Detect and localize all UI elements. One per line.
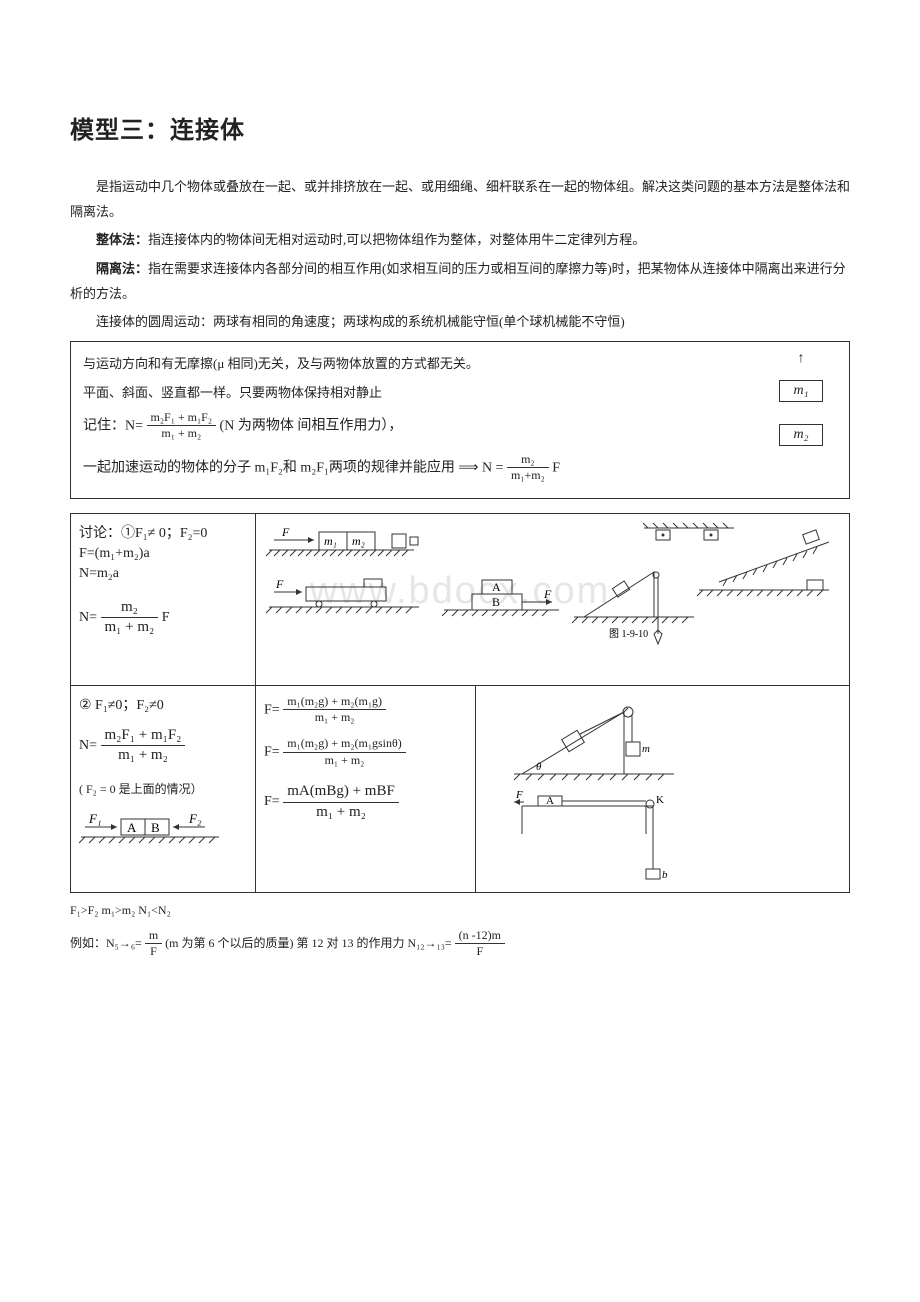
svg-text:F₂: F₂	[188, 811, 202, 826]
svg-text:B: B	[151, 820, 160, 835]
page-content: 模型三：连接体 是指运动中几个物体或叠放在一起、或并排挤放在一起、或用细绳、细杆…	[70, 0, 850, 960]
cases-table: 讨论：①F₁≠ 0；F₂=0 F=(m₁+m₂)a N=m₂a N= m₂ m₁…	[70, 513, 850, 893]
box-l4-num: m₂	[507, 452, 549, 469]
case2-n-den: m₁ + m₂	[101, 746, 186, 766]
iso-text-1: 指在需要求连接体内各部分间的相互作用(如求相互间的压力或相互间的摩擦力等)时，把…	[70, 261, 846, 301]
footer2-den: F	[145, 944, 162, 960]
case1-c-pre: N=	[79, 610, 97, 625]
case1-eq-c: N= m₂ m₁ + m₂ F	[79, 598, 247, 638]
case2-mid: F= m₁(m₂g) + m₂(m₁g) m₁ + m₂ F= m₁(m₂g) …	[256, 685, 476, 892]
box-l3-post: (N 为两物体 间相互作用力），	[220, 418, 403, 433]
mid-f1-num: m₁(m₂g) + m₂(m₁g)	[283, 694, 386, 711]
svg-text:F: F	[543, 587, 552, 601]
case1-c-num: m₂	[101, 598, 159, 619]
svg-text:F₁: F₁	[88, 811, 101, 826]
case1-c-den: m₁ + m₂	[101, 618, 159, 638]
box-l3-den: m₁ + m₂	[147, 426, 217, 442]
diagram-area-1: F m₁ m₂	[264, 522, 841, 677]
mid-f1-den: m₁ + m₂	[283, 710, 386, 726]
box-l4-post: F	[552, 460, 560, 475]
box-l3-num: m₂F₁ + m₁F₂	[147, 410, 217, 427]
footer2-num2: (n -12)m	[455, 928, 505, 945]
svg-text:m₂: m₂	[352, 534, 365, 548]
circular-motion: 连接体的圆周运动：两球有相同的角速度；两球构成的系统机械能守恒(单个球机械能不守…	[70, 310, 850, 335]
footer2-a: 例如：N₅→₆=	[70, 936, 145, 950]
box-line-2: 平面、斜面、竖直都一样。只要两物体保持相对静止	[83, 381, 837, 406]
intro-paragraph: 是指运动中几个物体或叠放在一起、或并排挤放在一起、或用细绳、细杆联系在一起的物体…	[70, 175, 850, 224]
mass-stack-diagram: ↑ m₁ m₂	[771, 354, 831, 446]
box-l3-pre: 记住：N=	[83, 418, 147, 433]
svg-text:m: m	[642, 743, 650, 755]
svg-text:F: F	[275, 577, 284, 591]
mid-f3-num: mA(mBg) + mBF	[283, 782, 399, 803]
case2-N: N= m₂F₁ + m₁F₂ m₁ + m₂	[79, 726, 247, 766]
footer-1: F₁>F₂ m₁>m₂ N₁<N₂	[70, 899, 850, 922]
m2-box: m₂	[779, 424, 823, 446]
footer-2: 例如：N₅→₆= m F (m 为第 6 个以后的质量) 第 12 对 13 的…	[70, 928, 850, 960]
whole-text: 指连接体内的物体间无相对运动时,可以把物体组作为整体，对整体用牛二定律列方程。	[148, 232, 645, 247]
page-title: 模型三：连接体	[70, 110, 850, 145]
diagrams-svg-2: m θ F A	[484, 694, 824, 884]
case1-left: 讨论：①F₁≠ 0；F₂=0 F=(m₁+m₂)a N=m₂a N= m₂ m₁…	[71, 513, 256, 685]
case1-c-post: F	[162, 610, 170, 625]
svg-text:A: A	[492, 580, 501, 594]
case2-right: m θ F A	[476, 685, 850, 892]
mid-f2: F= m₁(m₂g) + m₂(m₁gsinθ) m₁ + m₂	[264, 736, 467, 768]
footer2-den2: F	[455, 944, 505, 960]
ab-diagram: F₁ A B F₂	[79, 811, 247, 856]
box-line-3: 记住：N= m₂F₁ + m₁F₂ m₁ + m₂ (N 为两物体 间相互作用力…	[83, 410, 837, 442]
svg-text:θ: θ	[536, 761, 542, 773]
svg-text:B: B	[492, 595, 500, 609]
case2-head: ② F₁≠0；F₂≠0	[79, 694, 247, 714]
isolation-method: 隔离法：指在需要求连接体内各部分间的相互作用(如求相互间的压力或相互间的摩擦力等…	[70, 257, 850, 306]
case2-n-num: m₂F₁ + m₁F₂	[101, 726, 186, 747]
svg-text:F: F	[515, 789, 523, 801]
footer2-num: m	[145, 928, 162, 945]
svg-text:b: b	[662, 869, 668, 881]
case2-n-pre: N=	[79, 738, 97, 753]
case1-diagrams: F m₁ m₂	[256, 513, 850, 685]
svg-text:A: A	[127, 820, 137, 835]
mid-f3-den: m₁ + m₂	[283, 803, 399, 823]
table-row: 讨论：①F₁≠ 0；F₂=0 F=(m₁+m₂)a N=m₂a N= m₂ m₁…	[71, 513, 850, 685]
table-row: ② F₁≠0；F₂≠0 N= m₂F₁ + m₁F₂ m₁ + m₂ ( F₂ …	[71, 685, 850, 892]
box-line-4: 一起加速运动的物体的分子 m₁F₂和 m₂F₁两项的规律并能应用 ⟹ N = m…	[83, 452, 837, 484]
svg-text:m₁: m₁	[324, 534, 337, 548]
case2-note: ( F₂ = 0 是上面的情况）	[79, 780, 247, 797]
whole-method: 整体法：指连接体内的物体间无相对运动时,可以把物体组作为整体，对整体用牛二定律列…	[70, 228, 850, 253]
mid-f2-den: m₁ + m₂	[283, 753, 406, 769]
box-line-1: 与运动方向和有无摩擦(μ 相同)无关，及与两物体放置的方式都无关。	[83, 352, 837, 377]
mid-f2-pre: F=	[264, 744, 280, 759]
mid-f1: F= m₁(m₂g) + m₂(m₁g) m₁ + m₂	[264, 694, 467, 726]
case2-left: ② F₁≠0；F₂≠0 N= m₂F₁ + m₁F₂ m₁ + m₂ ( F₂ …	[71, 685, 256, 892]
svg-text:A: A	[546, 795, 554, 807]
case1-eq-a: F=(m₁+m₂)a	[79, 546, 247, 562]
diagrams-svg-1: F m₁ m₂	[264, 522, 834, 677]
mid-f3-pre: F=	[264, 794, 280, 809]
svg-text:图 1-9-10: 图 1-9-10	[609, 628, 648, 640]
label-F: F	[281, 525, 290, 539]
mid-f1-pre: F=	[264, 702, 280, 717]
whole-label: 整体法：	[96, 232, 148, 247]
mid-f3: F= mA(mBg) + mBF m₁ + m₂	[264, 782, 467, 822]
case1-eq-b: N=m₂a	[79, 566, 247, 582]
box-l4-den: m₁+m₂	[507, 468, 549, 484]
principle-box: 与运动方向和有无摩擦(μ 相同)无关，及与两物体放置的方式都无关。 平面、斜面、…	[70, 341, 850, 499]
footer2-b: (m 为第 6 个以后的质量) 第 12 对 13 的作用力 N₁₂→₁₃=	[165, 936, 455, 950]
mid-f2-num: m₁(m₂g) + m₂(m₁gsinθ)	[283, 736, 406, 753]
up-arrow-icon: ↑	[771, 354, 831, 380]
case1-head: 讨论：①F₁≠ 0；F₂=0	[79, 522, 247, 542]
svg-text:K: K	[656, 794, 664, 806]
box-l4-pre: 一起加速运动的物体的分子 m₁F₂和 m₂F₁两项的规律并能应用 ⟹ N =	[83, 460, 507, 475]
iso-label: 隔离法：	[96, 261, 148, 276]
m1-box: m₁	[779, 380, 823, 402]
